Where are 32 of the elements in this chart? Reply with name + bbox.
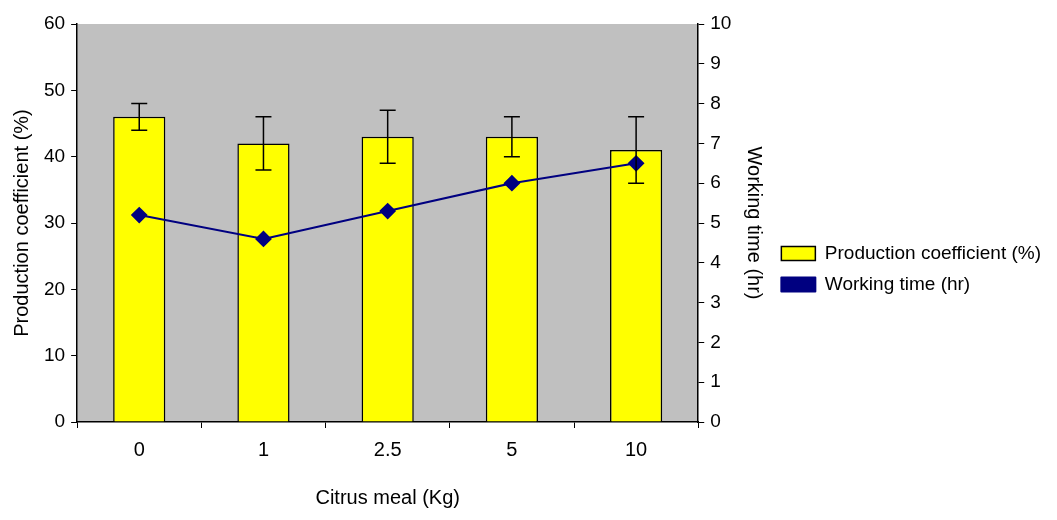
point xyxy=(503,175,520,192)
y-tick-label: 60 xyxy=(43,12,66,34)
x-tick-label: 2.5 xyxy=(373,437,402,460)
y2-tick-label: 0 xyxy=(710,410,721,432)
y-axis-title: Production coefficient (%) xyxy=(9,109,32,337)
y2-tick-label: 8 xyxy=(710,91,721,113)
point xyxy=(255,230,272,247)
x-tick-label: 10 xyxy=(624,437,648,460)
x-axis-title: Citrus meal (Kg) xyxy=(315,485,460,508)
legend-label: Production coefficient (%) xyxy=(824,241,1042,263)
y2-tick-label: 7 xyxy=(710,131,721,153)
x-tick-label: 0 xyxy=(133,437,145,460)
y2-tick-label: 4 xyxy=(710,251,722,273)
point xyxy=(131,207,148,224)
x-tick-label: 1 xyxy=(257,437,270,460)
y2-tick-label: 2 xyxy=(710,330,721,352)
y2-tick-label: 1 xyxy=(710,370,721,392)
y-tick-label: 50 xyxy=(43,78,66,100)
y-tick-label: 10 xyxy=(43,343,66,365)
y-tick-label: 20 xyxy=(43,277,66,299)
legend-label: Working time (hr) xyxy=(824,272,971,294)
y2-tick-label: 10 xyxy=(710,12,732,34)
y2-axis-title: Working time (hr) xyxy=(743,146,766,300)
point xyxy=(379,203,396,220)
y-tick-label: 40 xyxy=(43,144,66,166)
y2-tick-label: 9 xyxy=(710,52,721,74)
x-tick-label: 5 xyxy=(506,437,518,460)
y2-tick-label: 5 xyxy=(710,211,721,233)
y2-tick-label: 3 xyxy=(710,290,721,312)
y-tick-label: 30 xyxy=(43,211,66,233)
y-tick-label: 0 xyxy=(54,410,66,432)
y2-tick-label: 6 xyxy=(710,171,721,193)
